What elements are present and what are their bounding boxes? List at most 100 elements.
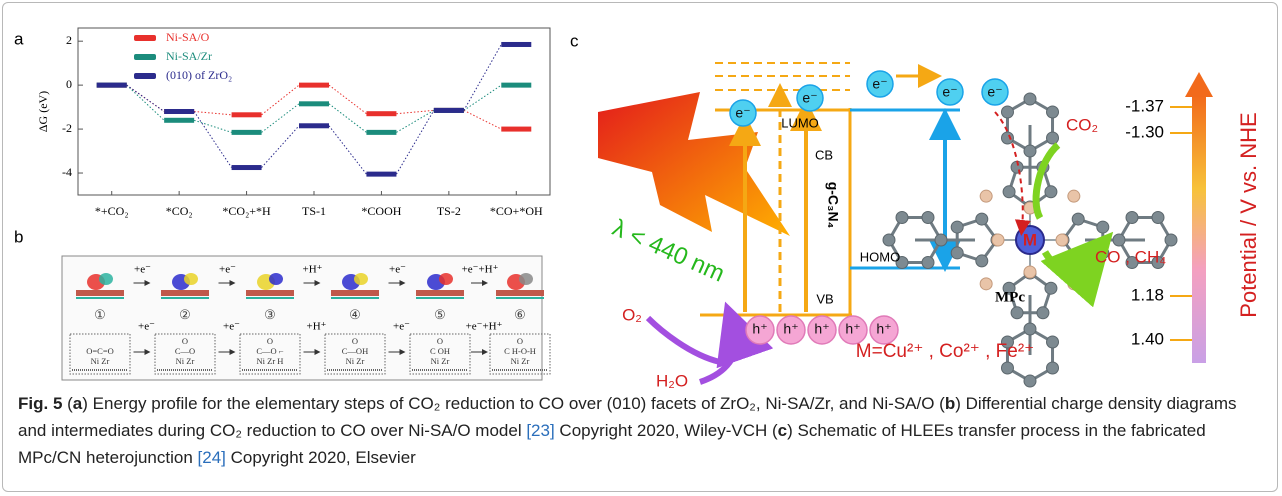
intermediate-label: C H‑O‑H: [504, 346, 536, 356]
x-tick-label: *COOH: [361, 204, 401, 218]
intermediate-label: Ni Zr: [176, 356, 195, 366]
potential-label: 1.18: [1131, 285, 1164, 304]
energy-level: [232, 130, 262, 135]
y-tick-label: -2: [62, 121, 72, 135]
intermediate-label: O: [517, 336, 523, 346]
atom: [1037, 307, 1049, 319]
atom: [976, 255, 988, 267]
atom: [1011, 307, 1023, 319]
connector: [464, 85, 501, 110]
energy-chart: -4-202ΔG (eV)*+CO₂*CO₂*CO₂+*HTS-1*COOHTS…: [36, 28, 550, 218]
energy-level: [164, 118, 194, 123]
energy-level: [97, 83, 127, 88]
energy-level: [434, 108, 464, 113]
step-label: +e⁻: [134, 264, 151, 276]
cb-label: CB: [815, 147, 833, 162]
x-tick-label: *CO₂: [166, 204, 193, 218]
connector: [262, 126, 299, 168]
energy-level: [366, 111, 396, 116]
step-number: ②: [179, 307, 191, 322]
caption-run: ) Energy profile for the elementary step…: [82, 394, 945, 413]
atom: [1047, 336, 1059, 348]
potential-label: -1.30: [1125, 122, 1164, 141]
legend-swatch: [134, 54, 156, 60]
slab: [331, 290, 379, 296]
atom: [1001, 362, 1013, 374]
connector: [396, 110, 433, 174]
aza-atom: [980, 190, 992, 202]
legend-label: Ni-SA/O: [166, 30, 210, 44]
atom: [922, 211, 934, 223]
potential-label: 1.40: [1131, 329, 1164, 348]
atom: [1024, 323, 1036, 335]
intermediate-label: O: [437, 336, 443, 346]
o2-label: O₂: [622, 305, 642, 324]
step-number: ⑤: [434, 307, 446, 322]
x-tick-label: TS-2: [437, 204, 461, 218]
atom: [1024, 375, 1036, 387]
aza-atom: [992, 234, 1004, 246]
x-tick-label: *CO₂+*H: [222, 204, 271, 218]
figure-caption: Fig. 5 (a) Energy profile for the elemen…: [18, 390, 1263, 471]
aza-atom: [980, 278, 992, 290]
slab: [76, 290, 124, 296]
vb-label: VB: [816, 291, 833, 306]
electron-label: e⁻: [735, 105, 750, 121]
aza-atom: [1024, 266, 1036, 278]
homo-label: HOMO: [860, 249, 900, 264]
atom: [1047, 362, 1059, 374]
intermediate-label: O: [267, 336, 273, 346]
co2-label: CO₂: [1066, 115, 1098, 134]
atom: [1097, 221, 1109, 233]
lumo-label: LUMO: [781, 115, 819, 130]
slab: [161, 290, 209, 296]
connector: [464, 44, 501, 110]
atom: [1045, 282, 1057, 294]
step-label: +H⁺: [303, 264, 323, 276]
product-arrow: [1045, 252, 1090, 268]
intermediate-label: Ni Zr: [431, 356, 450, 366]
charge-blob: [269, 273, 283, 285]
atom: [922, 257, 934, 269]
caption-run: Copyright 2020, Wiley-VCH (: [555, 421, 778, 440]
atom: [883, 234, 895, 246]
charge-blob: [354, 273, 368, 285]
potential-axis-label: Potential / V vs. NHE: [1236, 112, 1261, 317]
y-tick-label: -4: [62, 165, 72, 179]
intermediate-label: O=C=O: [86, 346, 114, 356]
atom: [1113, 234, 1125, 246]
step-label: +e⁻: [389, 264, 406, 276]
energy-level: [164, 109, 194, 114]
aza-atom: [1068, 278, 1080, 290]
x-tick-label: TS-1: [302, 204, 326, 218]
legend-label: (010) of ZrO₂: [166, 68, 232, 82]
caption-run: Fig. 5: [18, 394, 62, 413]
light-bolt: [598, 92, 790, 236]
metal-label: M: [1023, 230, 1037, 249]
molecule-label: MPc: [995, 289, 1025, 305]
intermediate-label: C—O ⌐: [256, 346, 283, 356]
connector: [127, 85, 164, 120]
energy-level: [501, 127, 531, 132]
connector: [262, 104, 299, 133]
connector: [194, 120, 231, 132]
connector: [194, 112, 231, 168]
intermediate-label: Ni Zr: [346, 356, 365, 366]
step-number: ④: [349, 307, 361, 322]
panel-c: M e⁻e⁻e⁻e⁻e⁻h⁺h⁺h⁺h⁺h⁺LUMOCBg-C₃N₄HOMOVB…: [598, 63, 1261, 388]
energy-level: [501, 83, 531, 88]
atom: [896, 211, 908, 223]
intermediate-label: O: [352, 336, 358, 346]
energy-level: [232, 165, 262, 170]
caption-run: Copyright 2020, Elsevier: [226, 448, 416, 467]
connector: [329, 126, 366, 174]
caption-run: [23]: [526, 421, 554, 440]
atom: [1047, 106, 1059, 118]
y-tick-label: 0: [66, 77, 72, 91]
potential-arrowhead: [1185, 72, 1213, 97]
atom: [951, 247, 963, 259]
intermediate-label: O: [182, 336, 188, 346]
step-label: +e⁻: [223, 321, 240, 333]
hole-label: h⁺: [814, 321, 829, 337]
